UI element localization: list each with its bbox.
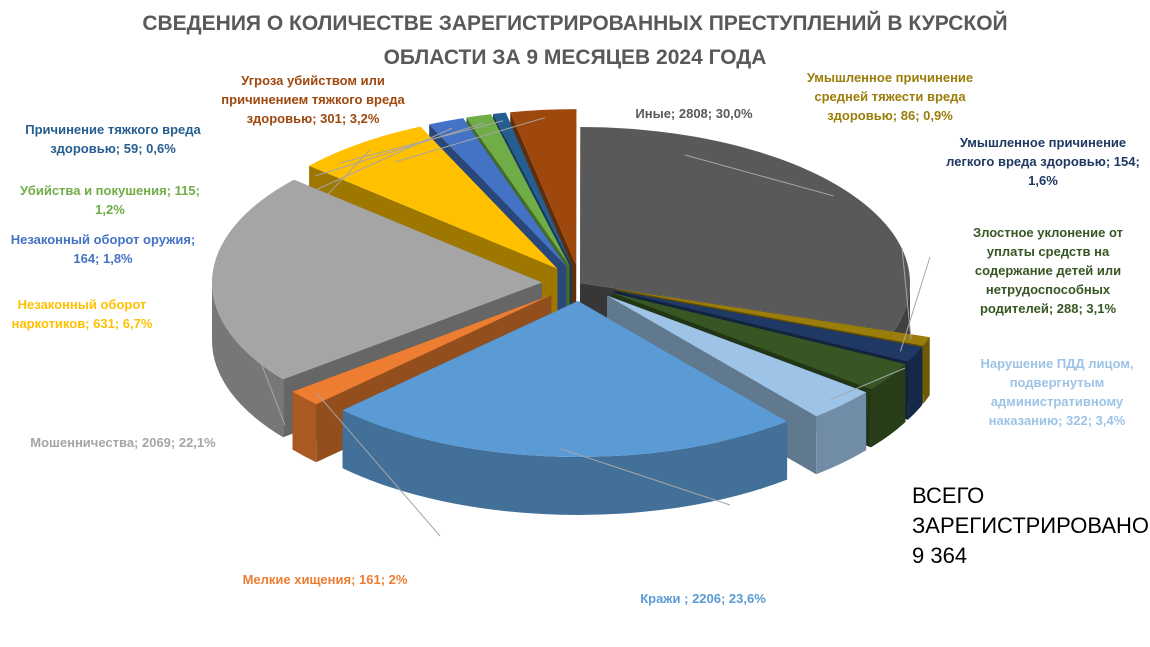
slice-label-12: Угроза убийством или причинением тяжкого … (221, 73, 405, 126)
pie-slice-top-3 (611, 292, 906, 390)
slice-label-line: наказанию; 322; 3,4% (989, 413, 1126, 428)
leader-line-4 (830, 367, 906, 400)
leader-line-5 (560, 448, 731, 506)
pie-slice-top-4 (607, 295, 867, 417)
slice-label-8: Незаконный оборот наркотиков; 631; 6,7% (12, 297, 153, 331)
leader-line-10 (314, 122, 484, 177)
slice-label-line: Мелкие хищения; 161; 2% (243, 572, 408, 587)
total-caption-line-2: ЗАРЕГИСТРИРОВАНО (912, 513, 1149, 538)
pie-slice-side-2-0 (908, 347, 923, 420)
slice-label-2: Умышленное причинение легкого вреда здоро… (946, 135, 1140, 188)
leader-line-2 (899, 256, 931, 352)
slice-label-line: Мошенничества; 2069; 22,1% (30, 435, 216, 450)
slice-label-line: Причинение тяжкого вреда (25, 122, 201, 137)
slice-label-7: Мошенничества; 2069; 22,1% (30, 435, 216, 450)
slice-label-line: средней тяжести вреда (814, 89, 966, 104)
slice-label-line: Нарушение ПДД лицом, (980, 356, 1133, 371)
slice-label-3: Злостное уклонение от уплаты средств на со… (973, 225, 1123, 316)
slice-label-line: Убийства и покушения; 115; (20, 183, 200, 198)
slice-label-9: Незаконный оборот оружия; 164; 1,8% (11, 232, 196, 266)
slice-label-line: подвергнутым (1010, 375, 1105, 390)
pie-slice-side-7-0 (212, 282, 284, 438)
pie-slice-side-4-0 (816, 392, 867, 475)
slice-label-line: Незаконный оборот (18, 297, 147, 312)
slice-labels: Иные; 2808; 30,0% Умышленное причинение ср… (11, 70, 1140, 606)
pie-slice-top-2 (614, 290, 923, 362)
pie-slice-top-12 (510, 109, 577, 266)
slice-label-6: Мелкие хищения; 161; 2% (243, 572, 408, 587)
chart-title-line-1: СВЕДЕНИЯ О КОЛИЧЕСТВЕ ЗАРЕГИСТРИРОВАННЫХ… (142, 11, 1007, 35)
pie-slice-top-9 (429, 118, 567, 267)
leader-line-6 (316, 392, 441, 537)
slice-label-line: 164; 1,8% (73, 251, 133, 266)
slice-label-4: Нарушение ПДД лицом, подвергнутым админист… (980, 356, 1133, 428)
pie-slice-5 (342, 300, 788, 515)
slice-label-line: нетрудоспособных (986, 282, 1111, 297)
slice-label-line: 1,2% (95, 202, 125, 217)
pie-slice-top-11 (492, 112, 572, 266)
slice-label-line: административному (991, 394, 1124, 409)
leader-line-11 (339, 120, 504, 164)
leader-lines (228, 117, 931, 537)
slice-label-line: Незаконный оборот оружия; (11, 232, 196, 247)
chart-title-line-2: ОБЛАСТИ ЗА 9 МЕСЯЦЕВ 2024 ГОДА (384, 46, 767, 69)
slice-label-line: здоровью; 59; 0,6% (50, 141, 176, 156)
total-caption: ВСЕГО (912, 483, 984, 508)
pie-slice-top-1 (615, 289, 930, 346)
pie-slice-top-0 (580, 127, 910, 332)
pie-slice-side-1-0 (923, 337, 930, 404)
pie-slice-top-5 (342, 300, 788, 457)
pie-slice-side-3-0 (870, 364, 906, 448)
pie-slice-top-8 (309, 126, 558, 269)
pie-slices (212, 109, 930, 515)
slice-label-5: Кражи ; 2206; 23,6% (640, 591, 766, 606)
slice-label-line: Угроза убийством или (241, 73, 385, 88)
leader-line-0 (684, 154, 834, 197)
slice-label-10: Убийства и покушения; 115; 1,2% (20, 183, 200, 217)
slice-label-line: уплаты средств на (987, 244, 1110, 259)
slice-label-line: легкого вреда здоровью; 154; (946, 154, 1140, 169)
slice-label-line: Умышленное причинение (807, 70, 973, 85)
slice-label-1: Умышленное причинение средней тяжести вре… (807, 70, 973, 123)
slice-label-line: здоровью; 86; 0,9% (827, 108, 953, 123)
pie-slice-top-10 (466, 114, 570, 266)
slice-label-line: 1,6% (1028, 173, 1058, 188)
slice-label-line: Кражи ; 2206; 23,6% (640, 591, 766, 606)
slice-label-line: наркотиков; 631; 6,7% (12, 316, 153, 331)
slice-label-line: причинением тяжкого вреда (221, 92, 405, 107)
leader-line-7 (228, 278, 286, 426)
leader-line-12 (394, 117, 545, 163)
pie-slice-side-5-0 (342, 410, 788, 515)
slice-label-line: Злостное уклонение от (973, 225, 1123, 240)
slice-label-line: родителей; 288; 3,1% (980, 301, 1117, 316)
slice-label-line: Иные; 2808; 30,0% (635, 106, 753, 121)
slice-label-11: Причинение тяжкого вреда здоровью; 59; 0,… (25, 122, 201, 156)
leader-line-9 (299, 127, 453, 198)
leader-line-8 (274, 149, 371, 251)
pie-slice-side-6-0 (292, 391, 317, 463)
slice-label-line: здоровью; 301; 3,2% (247, 111, 380, 126)
slice-label-line: содержание детей или (975, 263, 1121, 278)
slice-label-0: Иные; 2808; 30,0% (635, 106, 753, 121)
slice-label-line: Умышленное причинение (960, 135, 1126, 150)
pie-slice-top-6 (292, 294, 552, 405)
total-value: 9 364 (912, 543, 967, 568)
